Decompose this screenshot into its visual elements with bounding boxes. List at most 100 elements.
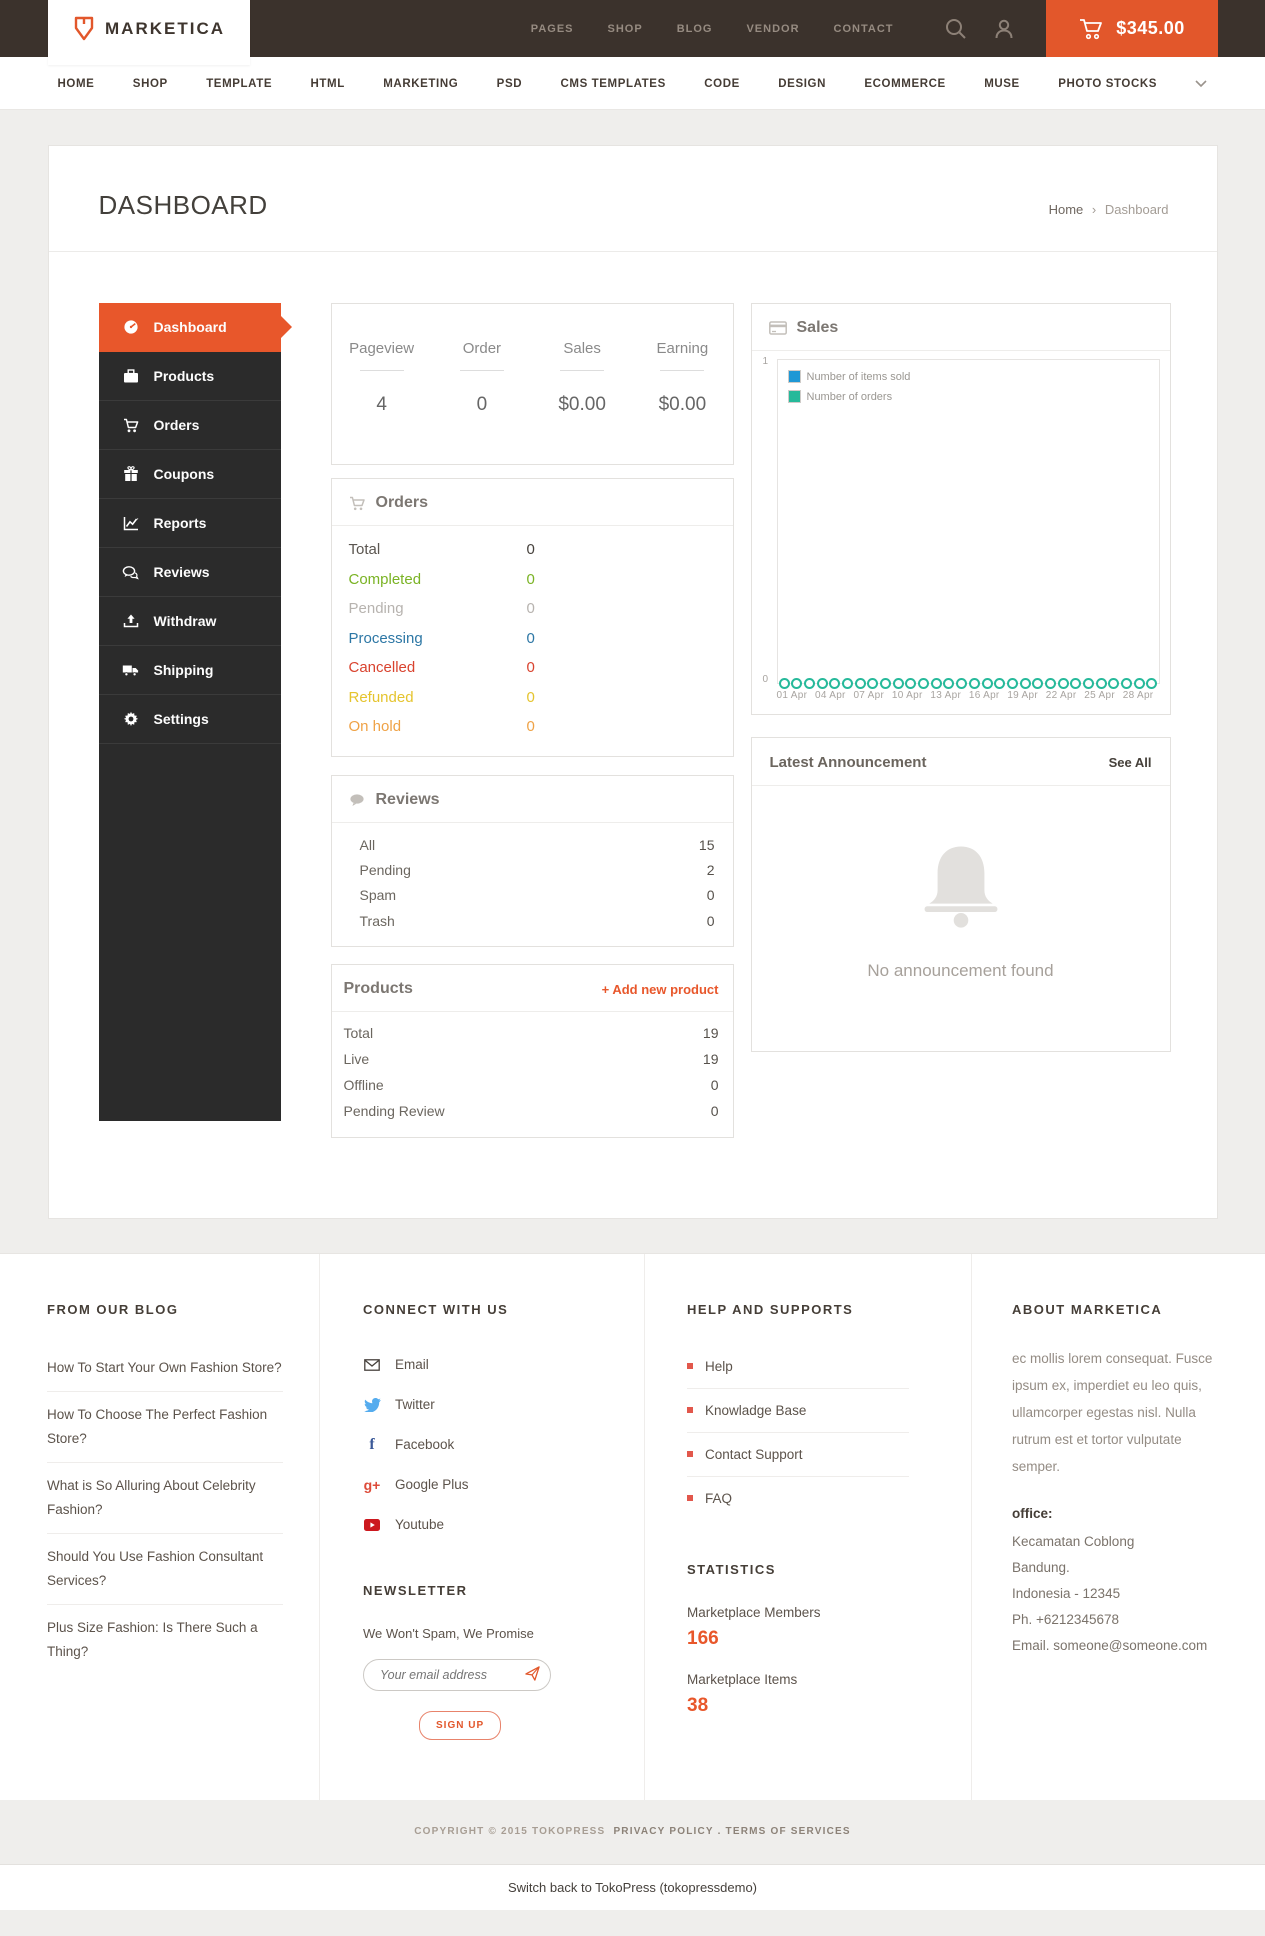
gear-icon [121,711,141,727]
sidebar-item-label: Coupons [153,466,215,482]
top-nav-pages[interactable]: PAGES [530,22,574,35]
nav-html[interactable]: HTML [310,77,345,90]
newsletter-tagline: We Won't Spam, We Promise [363,1625,534,1641]
square-bullet-icon [687,1495,693,1502]
blog-post-link[interactable]: How To Start Your Own Fashion Store? [47,1345,283,1392]
add-new-product-link[interactable]: + Add new product [601,981,719,997]
sales-chart: Number of items sold Number of orders [776,359,1160,689]
reviews-panel: Reviews All 15 Pending 2 Spam 0 Trash 0 [330,774,734,947]
copyright-bar: COPYRIGHT © 2015 TOKOPRESS PRIVACY POLIC… [0,1800,1265,1864]
help-link-contact-support[interactable]: Contact Support [687,1433,909,1477]
signup-button[interactable]: SIGN UP [419,1710,502,1740]
sidebar-item-label: Products [153,368,215,384]
announcement-panel-title: Latest Announcement [769,754,927,771]
chart-x-axis: 01 Apr 04 Apr 07 Apr 10 Apr 13 Apr 16 Apr 1… [776,690,1154,701]
statistic-value-members: 166 [687,1627,719,1649]
blog-post-link[interactable]: Should You Use Fashion Consultant Servic… [47,1534,283,1605]
chart-point [829,678,841,689]
sidebar-item-products[interactable]: Products [98,352,281,401]
products-panel-title: Products [343,980,413,997]
chart-legend: Number of items sold Number of orders [778,360,1159,403]
address-line: Bandung. [1012,1559,1070,1575]
product-row-pending-review: Pending Review 0 [343,1103,719,1120]
legend-item-items-sold: Number of items sold [787,370,1159,383]
social-link-facebook[interactable]: f Facebook [363,1425,614,1465]
top-nav-blog[interactable]: BLOG [676,22,713,35]
help-link-help[interactable]: Help [687,1345,909,1389]
top-nav-vendor[interactable]: VENDOR [746,22,800,35]
nav-code[interactable]: CODE [704,77,740,90]
statistic-label: Marketplace Items [687,1671,798,1687]
nav-photo-stocks[interactable]: PHOTO STOCKS [1058,77,1158,90]
chart-point [867,678,879,689]
blog-post-link[interactable]: What is So Alluring About Celebrity Fash… [47,1463,283,1534]
footer-about-section: ABOUT MARKETICA ec mollis lorem consequa… [971,1253,1265,1800]
dashboard-icon [121,319,141,335]
sidebar-item-dashboard[interactable]: Dashboard [98,303,292,352]
social-link-twitter[interactable]: Twitter [363,1385,614,1425]
chart-point [994,678,1006,689]
sidebar-item-withdraw[interactable]: Withdraw [98,597,281,646]
stat-order-value: 0 [476,394,488,415]
sidebar-item-coupons[interactable]: Coupons [98,450,281,499]
sidebar-item-label: Withdraw [153,613,217,629]
chevron-down-icon[interactable] [1195,79,1207,88]
breadcrumb-home[interactable]: Home [1048,202,1084,217]
help-link-faq[interactable]: FAQ [687,1477,909,1520]
social-link-email[interactable]: Email [363,1345,614,1385]
footer-legal-links[interactable]: PRIVACY POLICY . TERMS OF SERVICES [613,1826,851,1838]
sidebar-item-label: Reports [153,515,207,531]
chart-point [1146,678,1158,689]
announcement-panel: Latest Announcement See All No announcem… [750,737,1171,1052]
stat-sales: Sales $0.00 [532,304,632,464]
social-link-youtube[interactable]: Youtube [363,1505,614,1545]
sidebar-item-settings[interactable]: Settings [98,695,281,744]
top-nav-shop[interactable]: SHOP [607,22,643,35]
nav-cms-templates[interactable]: CMS TEMPLATES [560,77,666,90]
see-all-link[interactable]: See All [1108,755,1152,770]
nav-muse[interactable]: MUSE [984,77,1020,90]
send-icon [525,1666,540,1681]
sidebar-item-orders[interactable]: Orders [98,401,281,450]
product-row-live: Live 19 [343,1050,719,1067]
youtube-icon [363,1516,381,1534]
nav-marketing[interactable]: MARKETING [383,77,459,90]
cart-button[interactable]: $345.00 [1045,0,1218,57]
stat-sales-value: $0.00 [558,394,606,415]
user-icon[interactable] [992,17,1016,41]
top-nav-contact[interactable]: CONTACT [833,22,894,35]
sidebar-item-reviews[interactable]: Reviews [98,548,281,597]
nav-design[interactable]: DESIGN [778,77,826,90]
sidebar-item-label: Settings [153,711,209,727]
nav-shop[interactable]: SHOP [132,77,168,90]
top-header-bar: MARKETICA PAGES SHOP BLOG VENDOR CONTACT… [0,0,1265,65]
brand-logo[interactable]: MARKETICA [47,0,250,65]
nav-home[interactable]: HOME [57,77,95,90]
newsletter-email-input[interactable] [363,1658,551,1691]
chart-point [1133,678,1145,689]
chart-point [791,678,803,689]
chart-point [1121,678,1133,689]
search-icon[interactable] [944,17,968,41]
blog-post-link[interactable]: Plus Size Fashion: Is There Such a Thing… [47,1619,258,1659]
nav-template[interactable]: TEMPLATE [206,77,273,90]
chart-point [918,678,930,689]
nav-ecommerce[interactable]: ECOMMERCE [864,77,946,90]
sales-panel: Sales 1 0 Number of items sold [750,303,1171,715]
help-link-knowledge-base[interactable]: Knowladge Base [687,1389,909,1433]
square-bullet-icon [687,1407,693,1414]
switch-back-link[interactable]: Switch back to TokoPress (tokopressdemo) [507,1879,758,1895]
social-link-googleplus[interactable]: g+ Google Plus [363,1476,469,1493]
order-status-row-onhold: On hold 0 [348,718,535,735]
blog-post-link[interactable]: How To Choose The Perfect Fashion Store? [47,1392,283,1463]
sidebar-item-reports[interactable]: Reports [98,499,281,548]
chart-point [816,678,828,689]
sidebar-item-shipping[interactable]: Shipping [98,646,281,695]
chart-point [778,678,790,689]
footer-help-section: HELP AND SUPPORTS Help Knowladge Base Co… [644,1253,971,1800]
chart-point [1108,678,1120,689]
address-line: Ph. +6212345678 [1012,1611,1119,1627]
nav-psd[interactable]: PSD [496,77,523,90]
facebook-icon: f [369,1435,375,1453]
chart-point [1070,678,1082,689]
